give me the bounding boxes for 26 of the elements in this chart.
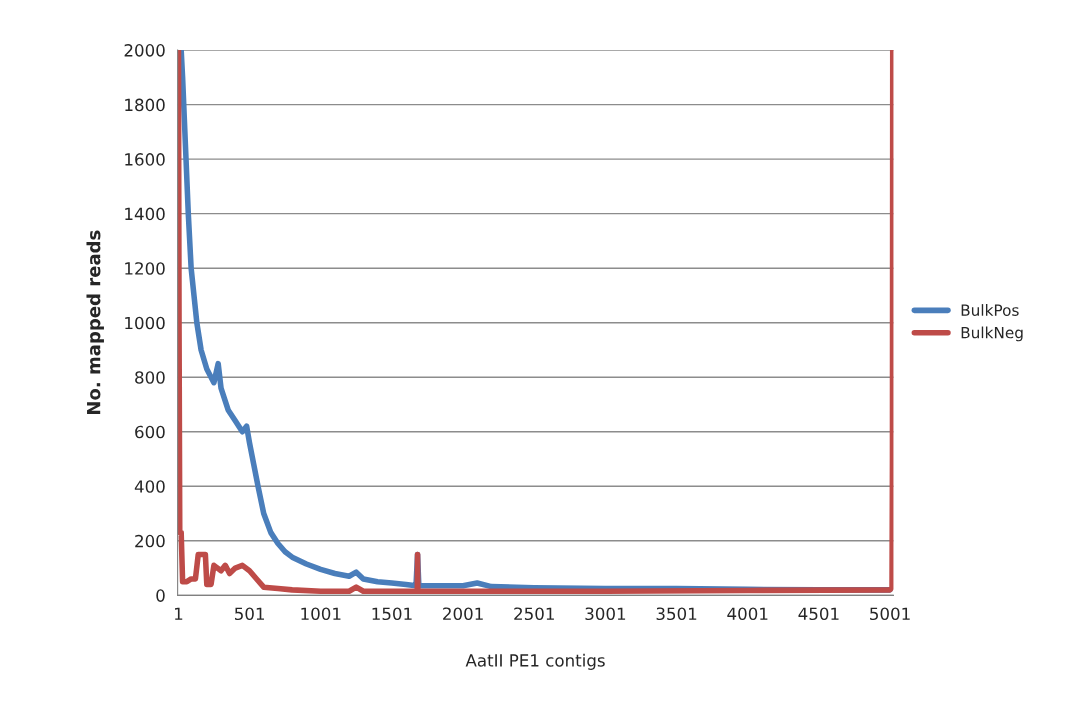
x-tick-label: 2501 [514, 607, 554, 621]
y-tick-label: 1200 [125, 262, 165, 275]
y-tick-label: 0 [156, 589, 165, 602]
x-axis-title: AatII PE1 contigs [465, 653, 605, 670]
x-tick-label: 501 [235, 607, 264, 621]
x-tick-label: 2001 [443, 607, 483, 621]
x-tick-label: 4001 [727, 607, 768, 621]
x-tick-label: 5001 [870, 607, 910, 621]
x-tick-label: 1001 [301, 607, 341, 621]
y-tick-label: 200 [135, 534, 165, 548]
legend-label: BulkNeg [961, 326, 1023, 342]
x-tick-label: 3001 [585, 607, 626, 621]
x-tick-label: 1501 [372, 607, 412, 621]
x-tick-label: 1 [175, 607, 183, 620]
y-tick-label: 800 [135, 371, 165, 384]
x-tick-label: 3501 [656, 607, 697, 621]
y-tick-label: 600 [135, 425, 165, 439]
x-tick-label: 4501 [798, 607, 839, 621]
y-axis-title: No. mapped reads [86, 230, 104, 415]
legend-label: BulkPos [961, 304, 1019, 316]
y-tick-label: 1800 [125, 98, 165, 112]
y-tick-label: 400 [134, 480, 165, 493]
y-tick-label: 2000 [124, 44, 165, 57]
y-tick-label: 1600 [125, 153, 165, 166]
y-tick-label: 1000 [125, 316, 165, 330]
y-tick-label: 1400 [125, 207, 165, 221]
